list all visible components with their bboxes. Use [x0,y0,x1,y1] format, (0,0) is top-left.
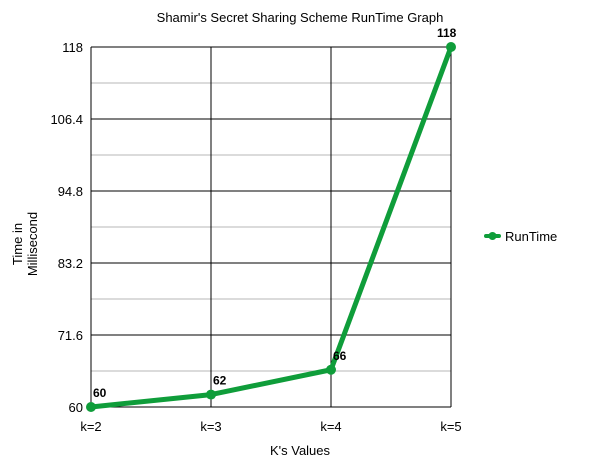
y-tick-label: 60 [69,400,83,415]
x-tick-label: k=5 [440,419,461,434]
series-line-runtime [88,44,454,410]
data-point [206,389,216,400]
y-axis-title: Time in Millisecond [10,212,40,276]
data-labels-layer: 60 62 66 118 [93,26,457,400]
legend-series-name: RunTime [505,229,557,244]
data-label: 66 [333,349,347,363]
data-point [326,364,336,375]
data-point [446,42,456,52]
data-label: 60 [93,386,107,400]
chart-title: Shamir's Secret Sharing Scheme RunTime G… [157,10,444,25]
data-point [86,402,96,412]
y-axis-title-line-1: Time in [10,223,25,265]
series-layer [86,42,456,412]
x-axis-tick-labels: k=2 k=3 k=4 k=5 [80,419,461,434]
grid-lines [90,46,452,408]
legend: RunTime [484,229,557,244]
y-tick-label: 118 [62,40,83,55]
y-tick-label: 83.2 [58,256,83,271]
data-label: 62 [213,374,227,388]
x-axis-title: K's Values [270,443,331,458]
x-tick-label: k=4 [320,419,341,434]
legend-series-marker [488,232,497,240]
x-tick-label: k=3 [200,419,221,434]
y-axis-title-line-2: Millisecond [25,212,40,276]
y-tick-label: 94.8 [58,184,83,199]
y-tick-label: 71.6 [58,328,83,343]
data-label: 118 [437,26,457,40]
y-tick-label: 106.4 [50,112,83,127]
y-axis-tick-labels: 60 71.6 83.2 94.8 106.4 118 [50,40,83,415]
x-tick-label: k=2 [80,419,101,434]
